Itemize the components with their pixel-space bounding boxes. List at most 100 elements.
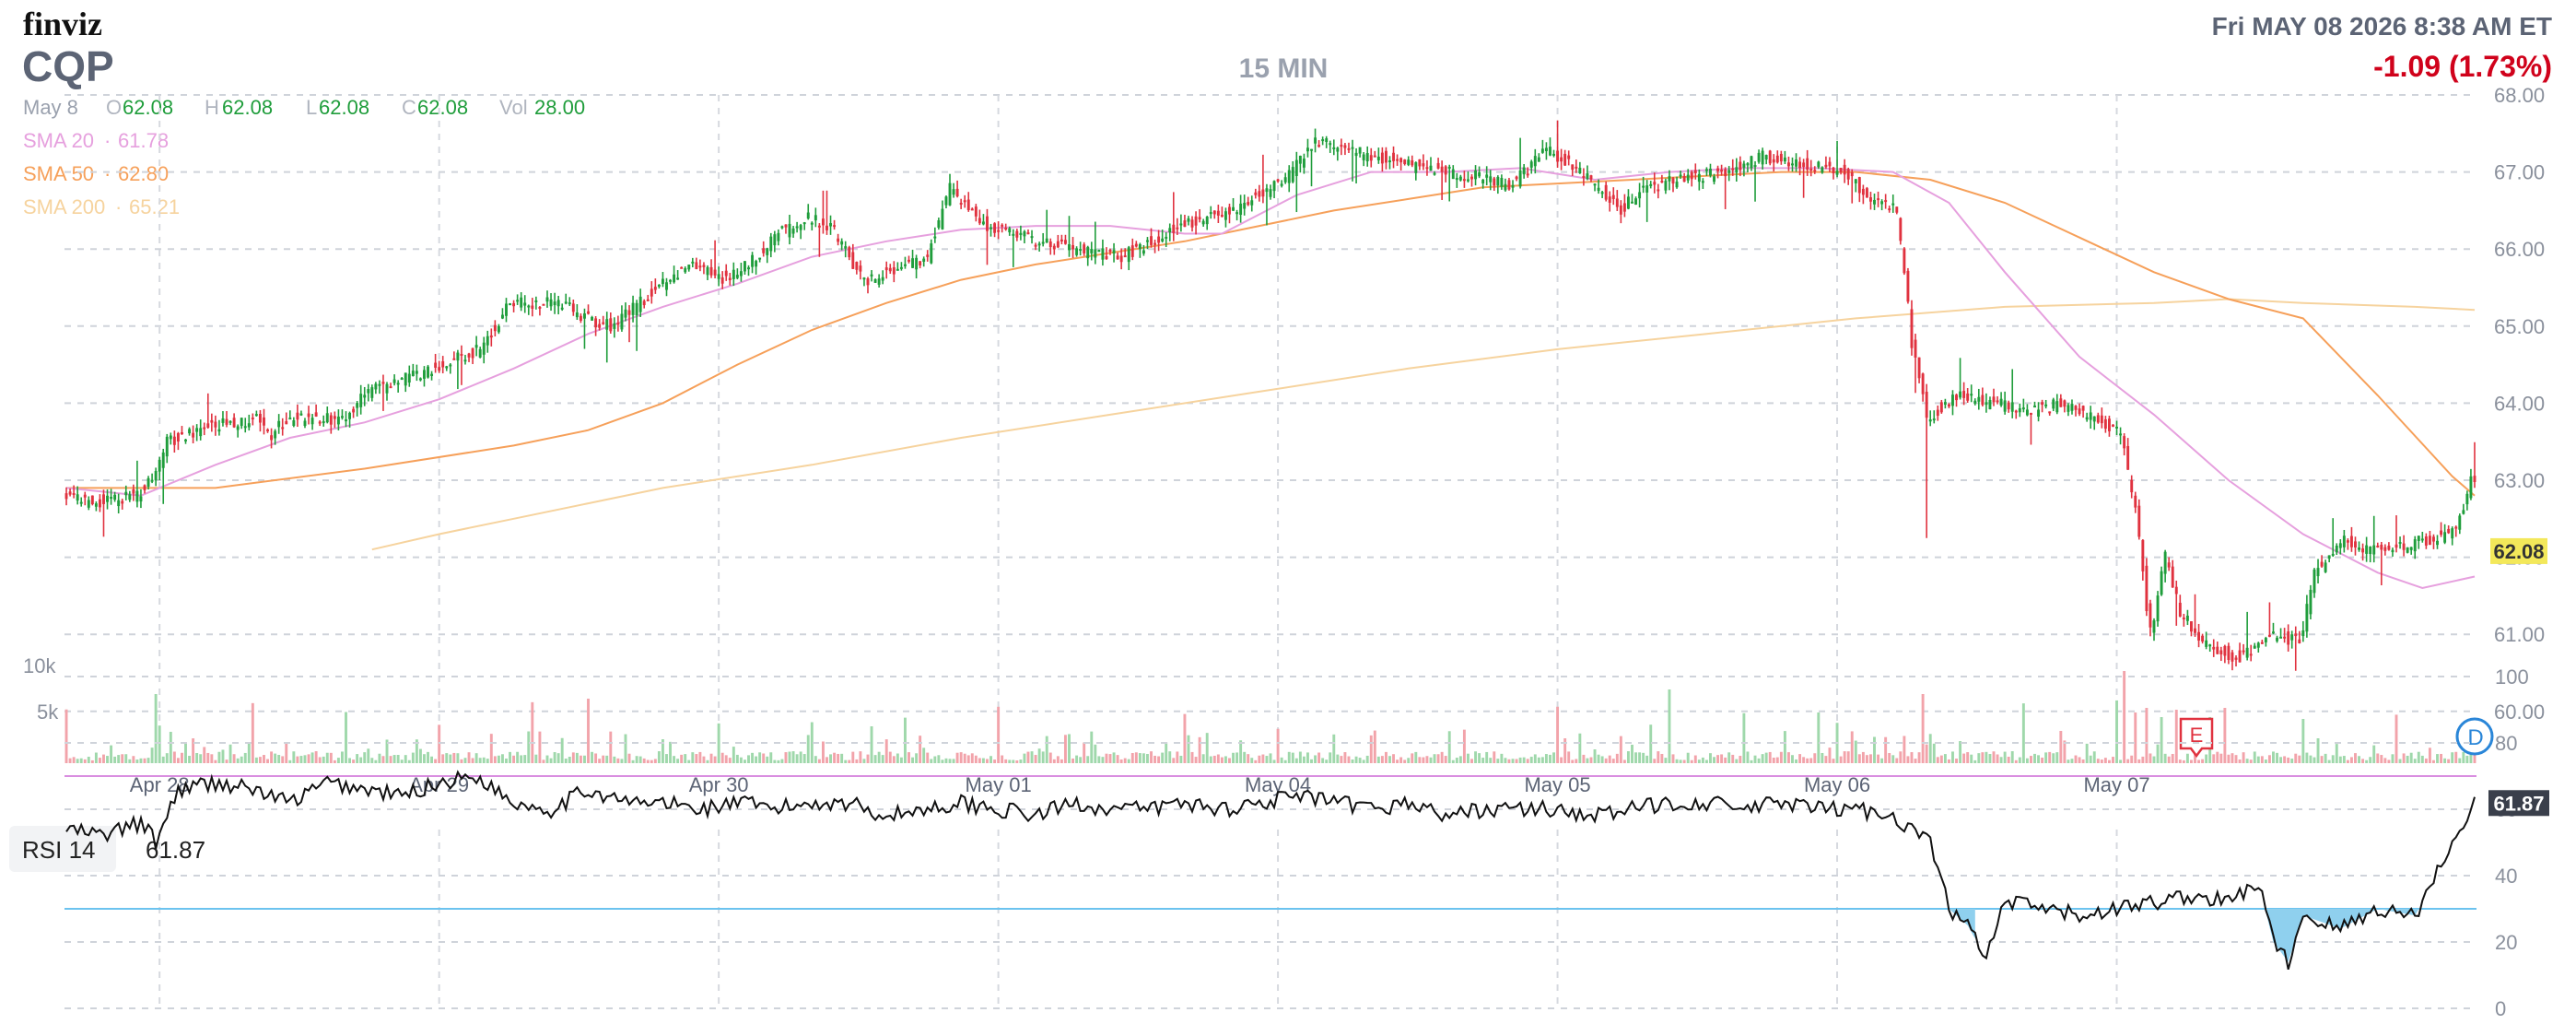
candle-up[interactable] [613,323,616,329]
candle-up[interactable] [545,297,549,302]
candle-up[interactable] [873,278,877,283]
candle-up[interactable] [1928,418,1932,422]
candle-up[interactable] [1642,185,1645,188]
candle-down[interactable] [542,303,545,306]
candle-up[interactable] [274,430,277,439]
candle-up[interactable] [146,477,150,487]
candle-down[interactable] [1247,202,1250,206]
candle-down[interactable] [1060,239,1063,241]
candle-down[interactable] [2030,412,2032,415]
candle-up[interactable] [303,420,307,427]
candle-up[interactable] [1977,396,1981,402]
candle-down[interactable] [434,362,438,368]
candle-down[interactable] [2078,408,2081,415]
candle-up[interactable] [1090,249,1094,253]
candle-up[interactable] [2033,406,2036,408]
candle-down[interactable] [1493,178,1496,186]
candle-down[interactable] [713,269,717,276]
candle-down[interactable] [2238,650,2242,663]
candle-up[interactable] [1265,188,1269,193]
candle-up[interactable] [1161,238,1165,241]
candle-up[interactable] [1310,148,1313,151]
candle-up[interactable] [1291,167,1294,182]
candle-down[interactable] [2201,635,2205,642]
candle-up[interactable] [135,490,139,502]
candle-up[interactable] [322,421,325,424]
candle-down[interactable] [2354,541,2357,547]
candle-up[interactable] [1511,184,1515,188]
candle-down[interactable] [1660,181,1664,183]
candle-up[interactable] [1455,178,1458,181]
candle-up[interactable] [2369,547,2372,555]
candle-down[interactable] [817,225,821,228]
candle-down[interactable] [1411,160,1414,166]
candle-down[interactable] [1001,224,1004,227]
candle-down[interactable] [1369,155,1373,161]
candle-up[interactable] [2372,545,2376,555]
candle-up[interactable] [1496,176,1500,186]
candle-down[interactable] [2096,415,2100,423]
candle-up[interactable] [2331,553,2335,556]
candle-down[interactable] [2260,642,2264,644]
candle-up[interactable] [1243,202,1247,209]
candle-up[interactable] [456,352,460,361]
candle-down[interactable] [2014,410,2018,413]
candle-up[interactable] [404,372,407,386]
candle-down[interactable] [1507,180,1511,190]
candle-up[interactable] [1600,192,1604,194]
candle-down[interactable] [1962,391,1966,398]
candle-down[interactable] [2212,646,2216,650]
candle-up[interactable] [1985,402,1988,406]
candle-up[interactable] [400,378,404,381]
candle-down[interactable] [1403,159,1407,164]
candle-up[interactable] [2119,433,2123,436]
candle-down[interactable] [352,408,356,413]
candle-up[interactable] [2208,644,2212,647]
candle-up[interactable] [1761,150,1764,165]
candle-down[interactable] [1716,168,1720,171]
candle-up[interactable] [944,196,948,206]
candle-down[interactable] [1611,194,1615,199]
candle-down[interactable] [1921,373,1925,394]
candle-up[interactable] [374,383,378,390]
candle-down[interactable] [2059,398,2063,407]
candle-up[interactable] [1187,218,1190,222]
candle-up[interactable] [605,319,609,330]
candle-up[interactable] [2365,545,2369,554]
candle-down[interactable] [2137,505,2141,537]
candle-up[interactable] [106,495,109,502]
candle-up[interactable] [2409,547,2413,550]
candle-down[interactable] [72,493,76,496]
candle-up[interactable] [799,225,802,230]
candle-down[interactable] [489,336,493,338]
candle-up[interactable] [1376,156,1380,160]
candle-up[interactable] [1302,159,1306,168]
candle-up[interactable] [1388,160,1391,163]
candle-up[interactable] [236,426,240,430]
candle-down[interactable] [2320,561,2324,567]
candle-down[interactable] [1116,255,1119,260]
candle-up[interactable] [2055,401,2059,413]
candle-down[interactable] [2081,406,2085,411]
candle-down[interactable] [2349,536,2353,547]
candle-down[interactable] [963,200,966,203]
candle-down[interactable] [1582,175,1586,178]
candle-down[interactable] [467,353,471,358]
candle-down[interactable] [1824,164,1828,168]
candle-down[interactable] [1004,228,1008,230]
candle-up[interactable] [1540,148,1544,153]
candle-up[interactable] [766,248,769,255]
candle-up[interactable] [1645,185,1649,193]
candle-up[interactable] [378,383,381,386]
candle-up[interactable] [591,316,594,321]
candle-down[interactable] [1786,162,1790,167]
candle-up[interactable] [1250,200,1254,206]
candle-down[interactable] [2395,544,2398,548]
candle-down[interactable] [102,494,105,504]
candle-up[interactable] [1019,232,1023,235]
candle-up[interactable] [1112,250,1116,253]
candle-up[interactable] [1973,400,1977,404]
candle-up[interactable] [1686,174,1690,181]
candle-down[interactable] [2126,445,2130,470]
candle-up[interactable] [1951,394,1954,406]
